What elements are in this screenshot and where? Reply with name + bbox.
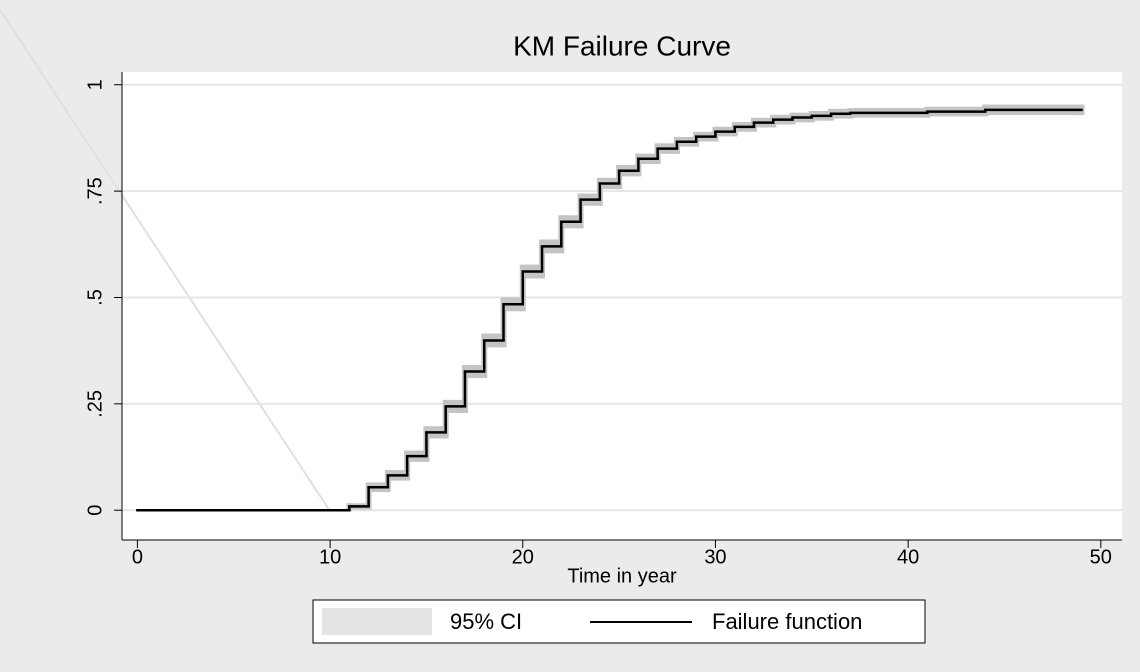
x-tick-label: 50	[1090, 546, 1112, 568]
x-tick-label: 0	[132, 546, 143, 568]
legend-swatch-ci	[322, 608, 432, 635]
y-tick-label: .75	[84, 177, 106, 205]
y-tick-label: .5	[84, 289, 106, 306]
x-tick-label: 20	[512, 546, 534, 568]
y-tick-label: 0	[84, 505, 106, 516]
legend-label: Failure function	[712, 609, 862, 634]
x-tick-label: 10	[319, 546, 341, 568]
x-tick-label: 40	[897, 546, 919, 568]
plot-area	[122, 72, 1122, 540]
x-axis-label: Time in year	[567, 565, 677, 587]
x-tick-label: 30	[704, 546, 726, 568]
y-tick-label: .25	[84, 390, 106, 418]
y-tick-label: 1	[84, 79, 106, 90]
legend-label: 95% CI	[450, 609, 522, 634]
chart-title: KM Failure Curve	[513, 30, 731, 61]
artifact-line	[0, 9, 331, 512]
